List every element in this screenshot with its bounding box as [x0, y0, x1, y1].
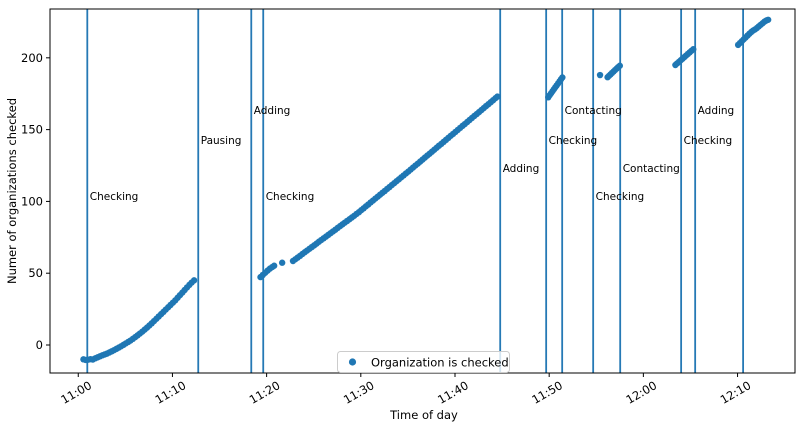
- x-axis-label: Time of day: [389, 408, 458, 422]
- event-label: Adding: [254, 105, 291, 117]
- x-tick-label: 11:20: [247, 378, 283, 407]
- legend-marker-dot: [348, 358, 357, 366]
- event-label: Contacting: [565, 105, 622, 117]
- legend-label: Organization is checked: [371, 356, 509, 370]
- scatter-point: [190, 277, 198, 284]
- scatter-point: [559, 74, 566, 81]
- x-tick-label: 11:10: [153, 378, 189, 407]
- event-label: Pausing: [201, 135, 242, 147]
- scatter-point: [278, 259, 286, 266]
- event-label: Contacting: [623, 163, 680, 175]
- event-label: Adding: [503, 163, 540, 175]
- event-label: Checking: [596, 191, 645, 203]
- plot-border: [49, 8, 796, 374]
- event-label: Checking: [684, 135, 733, 147]
- legend: Organization is checked: [337, 351, 510, 373]
- plot-area: 11:00 11:10 11:20 11:30 11:40 11:50 12:00 12:10…: [21, 8, 796, 407]
- x-tick-label: 11:40: [435, 378, 471, 407]
- event-label: Adding: [698, 105, 735, 117]
- legend-box: [337, 351, 510, 373]
- event-label: Checking: [266, 191, 315, 203]
- scatter-point: [690, 46, 697, 53]
- scatter-point: [270, 262, 278, 269]
- y-tick-label: 150: [21, 123, 43, 137]
- y-tick-label: 0: [36, 338, 43, 352]
- y-axis-label: Numer of organizations checked: [5, 98, 19, 284]
- x-tick-label: 12:10: [718, 378, 754, 407]
- x-tick-label: 12:00: [624, 378, 660, 407]
- event-label: Checking: [549, 135, 598, 147]
- x-tick-label: 11:30: [341, 378, 377, 407]
- scatter-point: [616, 62, 624, 69]
- y-tick-label: 100: [21, 194, 43, 208]
- scatter-point: [494, 93, 501, 100]
- y-tick-label: 50: [28, 266, 43, 280]
- x-tick-label: 11:00: [58, 378, 94, 407]
- event-label: Checking: [90, 191, 139, 203]
- x-tick-label: 11:50: [529, 378, 565, 407]
- scatter-point: [764, 16, 772, 23]
- scatter-point: [596, 71, 604, 79]
- y-tick-label: 200: [21, 51, 43, 65]
